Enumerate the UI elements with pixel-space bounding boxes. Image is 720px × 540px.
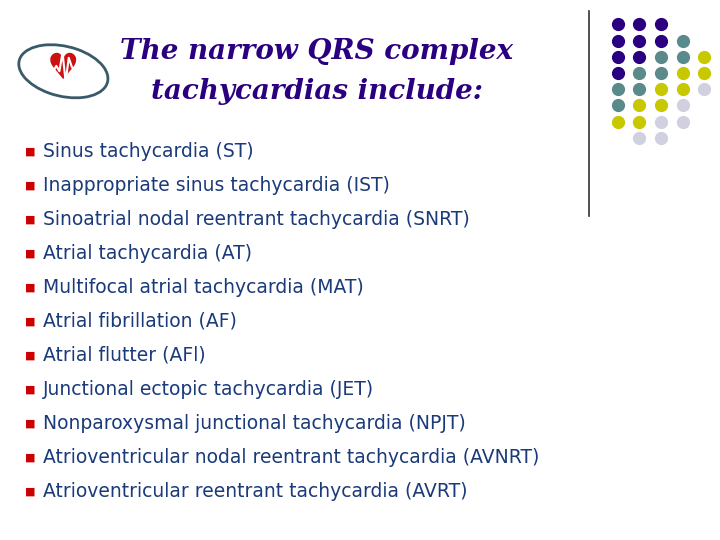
Text: Junctional ectopic tachycardia (JET): Junctional ectopic tachycardia (JET) [43, 380, 374, 399]
Text: Atrioventricular nodal reentrant tachycardia (AVNRT): Atrioventricular nodal reentrant tachyca… [43, 448, 539, 467]
Text: ■: ■ [25, 180, 35, 190]
Text: tachycardias include:: tachycardias include: [150, 78, 483, 105]
Text: ■: ■ [25, 418, 35, 428]
Text: Nonparoxysmal junctional tachycardia (NPJT): Nonparoxysmal junctional tachycardia (NP… [43, 414, 466, 433]
Text: ■: ■ [25, 214, 35, 224]
Text: Atrioventricular reentrant tachycardia (AVRT): Atrioventricular reentrant tachycardia (… [43, 482, 468, 501]
Text: Atrial fibrillation (AF): Atrial fibrillation (AF) [43, 312, 237, 331]
Text: ■: ■ [25, 316, 35, 326]
Text: Multifocal atrial tachycardia (MAT): Multifocal atrial tachycardia (MAT) [43, 278, 364, 297]
Text: Atrial tachycardia (AT): Atrial tachycardia (AT) [43, 244, 252, 263]
Text: ■: ■ [25, 384, 35, 394]
Text: ■: ■ [25, 248, 35, 258]
Text: Inappropriate sinus tachycardia (IST): Inappropriate sinus tachycardia (IST) [43, 176, 390, 195]
Text: ■: ■ [25, 350, 35, 360]
Text: ♥: ♥ [48, 52, 79, 85]
Text: ■: ■ [25, 453, 35, 462]
Text: ■: ■ [25, 282, 35, 292]
Text: ■: ■ [25, 487, 35, 496]
Text: Sinoatrial nodal reentrant tachycardia (SNRT): Sinoatrial nodal reentrant tachycardia (… [43, 210, 470, 229]
Text: ■: ■ [25, 146, 35, 156]
Text: The narrow QRS complex: The narrow QRS complex [120, 38, 513, 65]
Text: Atrial flutter (AFl): Atrial flutter (AFl) [43, 346, 206, 365]
Text: Sinus tachycardia (ST): Sinus tachycardia (ST) [43, 141, 254, 161]
